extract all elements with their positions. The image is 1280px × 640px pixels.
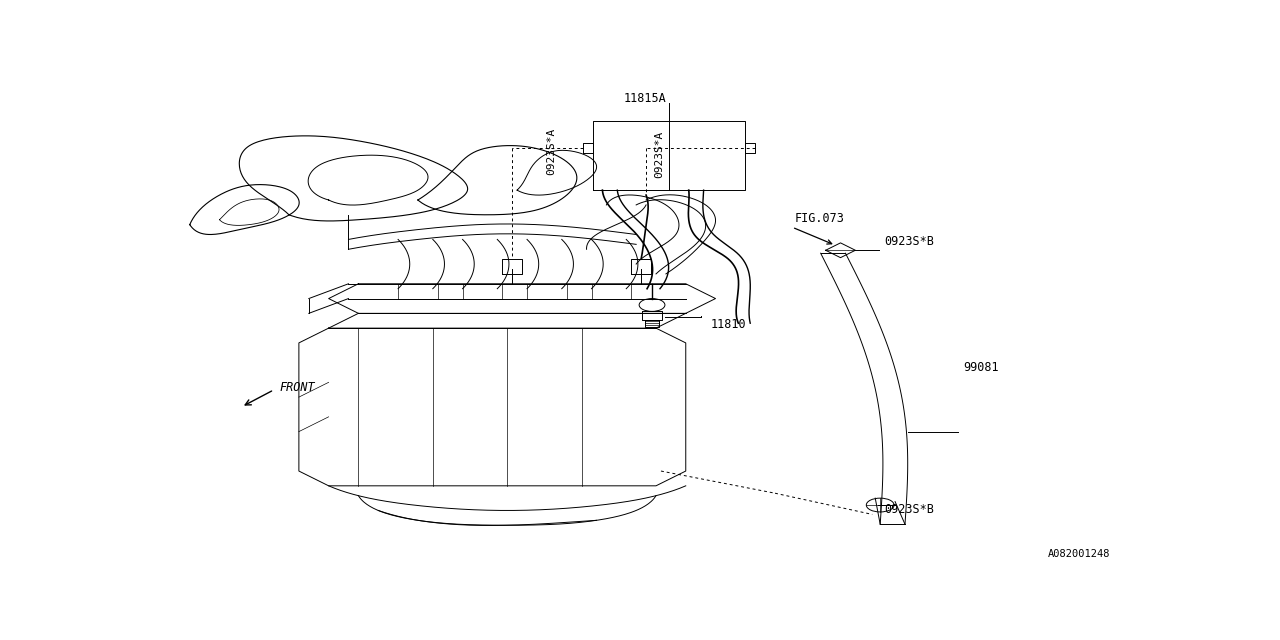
Text: 99081: 99081 (964, 361, 1000, 374)
Text: 11815A: 11815A (623, 92, 667, 106)
Text: 11810: 11810 (710, 317, 746, 331)
Text: A082001248: A082001248 (1048, 548, 1110, 559)
Text: 0923S*B: 0923S*B (884, 236, 934, 248)
Text: 0923S*A: 0923S*A (545, 128, 556, 175)
Text: FRONT: FRONT (279, 381, 315, 394)
Text: 0923S*A: 0923S*A (654, 131, 664, 179)
Text: 0923S*B: 0923S*B (884, 503, 934, 516)
Text: FIG.073: FIG.073 (795, 212, 845, 225)
